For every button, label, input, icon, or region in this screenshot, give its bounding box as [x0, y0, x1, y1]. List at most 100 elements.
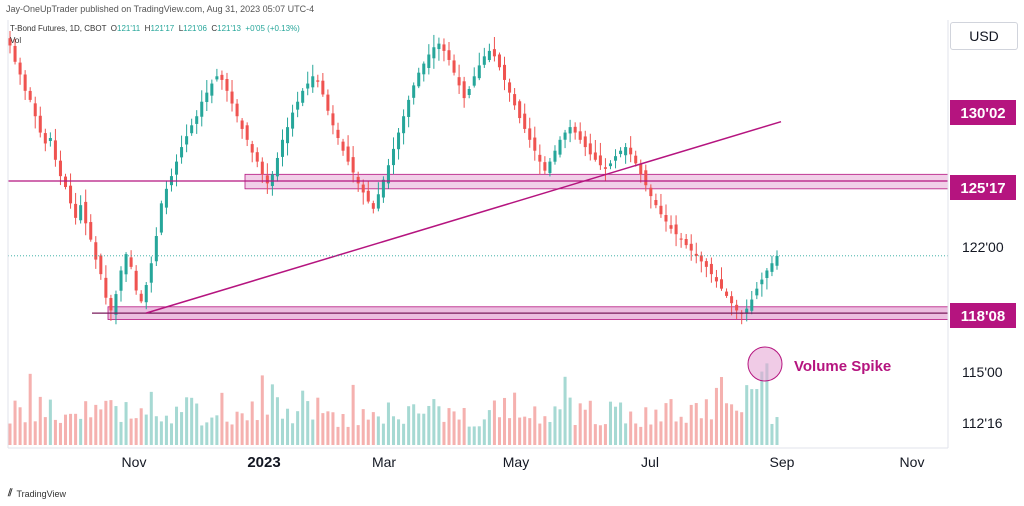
- candle-body: [629, 147, 633, 155]
- volume-bar: [750, 389, 754, 445]
- currency-selector[interactable]: USD: [950, 22, 1018, 50]
- candle-body: [205, 92, 209, 103]
- publish-info: Jay-OneUpTrader published on TradingView…: [6, 4, 315, 14]
- candle-body: [245, 125, 249, 140]
- candle-body: [477, 65, 481, 79]
- volume-bar: [704, 399, 708, 445]
- volume-bar: [245, 420, 249, 445]
- candle-body: [195, 116, 199, 124]
- volume-bar: [180, 412, 184, 445]
- candle-body: [492, 49, 496, 57]
- volume-bar: [175, 406, 179, 445]
- candle-body: [472, 76, 476, 86]
- candle-body: [159, 203, 163, 233]
- change-value: +0'05 (+0.13%): [245, 24, 300, 33]
- candle-body: [397, 132, 401, 150]
- candle-body: [104, 277, 108, 298]
- volume-bar: [452, 411, 456, 445]
- y-tick-label: 115'00: [962, 364, 1003, 380]
- volume-bar: [336, 426, 340, 445]
- candle-body: [306, 83, 310, 89]
- volume-bar: [43, 417, 47, 445]
- volume-bar: [447, 408, 451, 445]
- candle-body: [573, 126, 577, 133]
- x-tick-label: Nov: [122, 454, 147, 470]
- axes: Nov 2023 Mar May Jul Sep Nov 112'16 115'00 122'00: [7, 20, 1004, 471]
- volume-bar: [477, 426, 481, 445]
- candle-body: [719, 279, 724, 289]
- brand-name: TradingView: [16, 488, 66, 499]
- candle-body: [553, 150, 557, 162]
- candle-body: [391, 148, 396, 166]
- volume-bar: [366, 419, 370, 445]
- volume-bar: [593, 424, 597, 445]
- candle-body: [523, 113, 527, 129]
- candle-body: [714, 277, 718, 282]
- volume-bar: [563, 376, 567, 445]
- volume-bar: [139, 408, 143, 445]
- candle-body: [407, 99, 411, 117]
- volume-bar: [568, 397, 572, 445]
- x-tick-label: 2023: [247, 454, 280, 471]
- volume-bar: [548, 421, 552, 445]
- candle-body: [669, 225, 673, 229]
- candle-body: [608, 163, 612, 167]
- low-value: 121'06: [183, 24, 207, 33]
- volume-bar: [275, 397, 279, 445]
- volume-bar: [99, 409, 103, 445]
- volume-bar: [124, 402, 128, 445]
- candle-body: [558, 139, 562, 155]
- x-tick-label: Nov: [900, 454, 925, 470]
- candle-body: [265, 175, 269, 184]
- candle-body: [543, 162, 547, 171]
- open-value: 121'11: [117, 24, 141, 33]
- candle-body: [639, 164, 643, 175]
- volume-bar: [543, 416, 547, 445]
- candle-body: [376, 194, 380, 209]
- y-tick-label: 112'16: [962, 415, 1003, 431]
- candle-body: [175, 161, 179, 175]
- volume-bar: [265, 414, 269, 445]
- candle-body: [538, 154, 542, 162]
- volume-bar: [13, 400, 17, 445]
- volume-bar: [442, 421, 446, 445]
- volume-bar: [104, 400, 108, 445]
- price-label-text: 118'08: [961, 308, 1005, 325]
- candle-body: [114, 294, 118, 315]
- x-tick-label: Mar: [372, 454, 396, 470]
- candle-body: [280, 139, 285, 157]
- volume-bar: [735, 410, 739, 445]
- volume-bar: [659, 421, 663, 445]
- volume-bar: [316, 397, 320, 445]
- candle-body: [366, 190, 370, 202]
- candle-body: [321, 80, 325, 95]
- candle-body: [296, 101, 300, 110]
- volume-bar: [79, 418, 83, 445]
- candle-body: [8, 38, 12, 46]
- volume-bar: [306, 401, 310, 445]
- trendline: [145, 120, 782, 314]
- volume-bar: [240, 413, 244, 445]
- volume-bar: [644, 407, 648, 445]
- candle-body: [23, 74, 27, 91]
- volume-bar: [432, 399, 436, 445]
- candle-body: [775, 255, 779, 266]
- volume-bar: [573, 425, 577, 445]
- volume-bar: [583, 409, 587, 445]
- candle-body: [89, 222, 93, 240]
- candle-body: [502, 64, 507, 80]
- candle-body: [124, 254, 128, 275]
- volume-bar: [608, 401, 612, 445]
- candle-body: [301, 90, 305, 103]
- volume-bar: [765, 363, 769, 445]
- candle-body: [770, 263, 774, 272]
- candle-body: [331, 113, 335, 126]
- candle-body: [63, 176, 68, 188]
- candle-body: [316, 80, 320, 82]
- volume-bar: [341, 414, 345, 445]
- volume-bar: [624, 423, 628, 445]
- volume-bar: [770, 423, 774, 445]
- volume-bar: [58, 422, 62, 445]
- volume-bar: [326, 411, 330, 445]
